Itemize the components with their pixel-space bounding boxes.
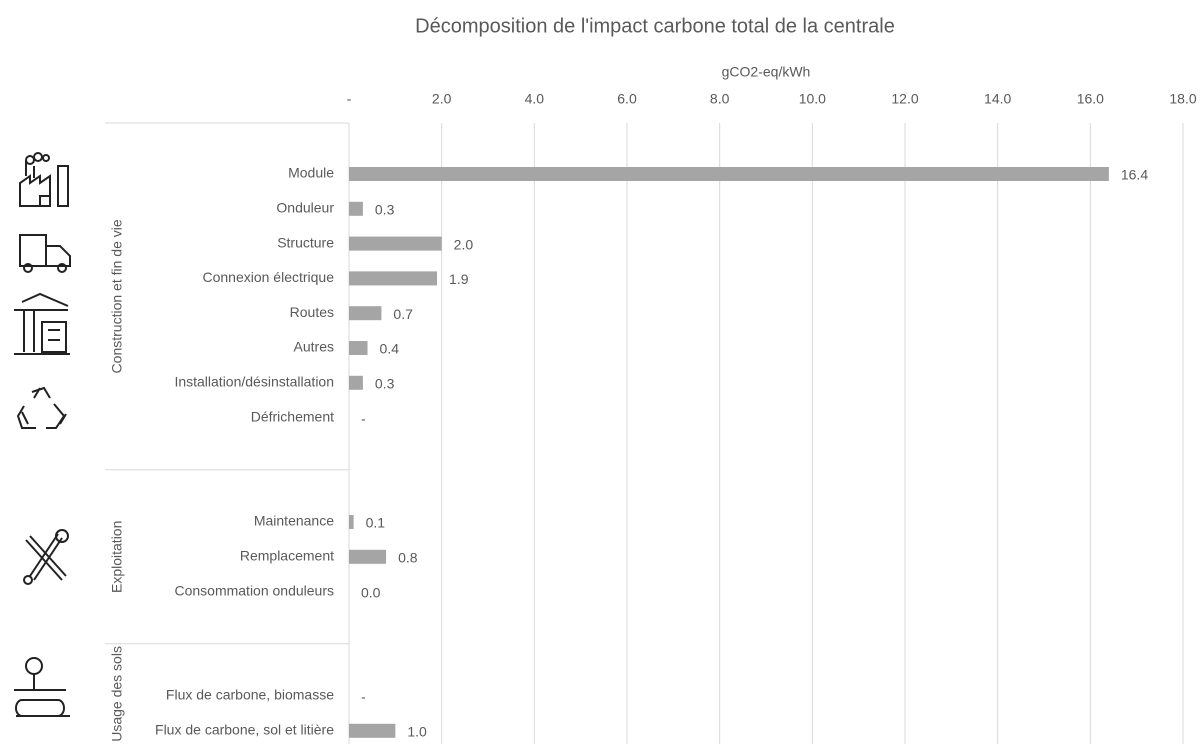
icons [14, 152, 71, 717]
category-label: Installation/désinstallation [174, 374, 334, 390]
recycle-icon [16, 386, 67, 429]
data-label: 0.3 [375, 376, 395, 392]
data-label: 0.3 [375, 202, 395, 218]
data-label: 0.4 [380, 341, 400, 357]
data-label: 0.0 [361, 584, 381, 600]
bar [349, 306, 382, 321]
category-label: Onduleur [276, 200, 334, 216]
group-label: Construction et fin de vie [109, 219, 125, 373]
data-label: 0.8 [398, 550, 418, 566]
chart-title: Décomposition de l'impact carbone total … [415, 15, 895, 37]
data-label: - [361, 689, 366, 705]
bar [349, 201, 363, 216]
group-label: Exploitation [109, 521, 125, 593]
x-tick-label: 4.0 [525, 91, 545, 107]
truck-icon [19, 234, 71, 273]
crane-icon [14, 292, 70, 355]
category-label: Défrichement [251, 408, 334, 424]
data-label: 2.0 [454, 236, 474, 252]
data-label: 0.1 [366, 515, 386, 531]
bar [349, 236, 442, 251]
data-label: - [361, 410, 366, 426]
bar [349, 723, 396, 738]
land-icon [14, 657, 70, 717]
x-tick-label: 12.0 [891, 91, 918, 107]
bar [349, 515, 354, 529]
x-tick-label: 10.0 [799, 91, 826, 107]
tools-icon [23, 529, 69, 585]
data-label: 1.9 [449, 271, 469, 287]
category-label: Remplacement [240, 548, 334, 564]
x-tick-label: 6.0 [617, 91, 637, 107]
bar [349, 375, 363, 390]
category-label: Flux de carbone, biomasse [166, 687, 334, 703]
category-label: Connexion électrique [202, 269, 334, 285]
category-label: Routes [290, 304, 334, 320]
category-label: Flux de carbone, sol et litière [155, 722, 334, 738]
category-label: Autres [294, 339, 334, 355]
category-label: Maintenance [254, 513, 334, 529]
x-axis-title: gCO2-eq/kWh [722, 64, 811, 80]
bar [349, 341, 368, 355]
x-tick-label: 8.0 [710, 91, 730, 107]
bar [349, 271, 438, 286]
category-label: Consommation onduleurs [174, 582, 334, 598]
category-label: Structure [277, 234, 334, 250]
category-label: Module [288, 165, 334, 181]
group-label: Usage des sols [109, 646, 125, 742]
bar [349, 167, 1109, 181]
x-tick-label: 16.0 [1077, 91, 1104, 107]
factory-icon [19, 152, 69, 207]
data-label: 0.7 [393, 306, 413, 322]
x-tick-label: 2.0 [432, 91, 452, 107]
data-label: 1.0 [407, 724, 427, 740]
x-tick-label: 14.0 [984, 91, 1011, 107]
x-tick-label: - [347, 91, 352, 107]
bar [349, 549, 387, 564]
data-label: 16.4 [1121, 167, 1148, 183]
x-tick-label: 18.0 [1169, 91, 1196, 107]
